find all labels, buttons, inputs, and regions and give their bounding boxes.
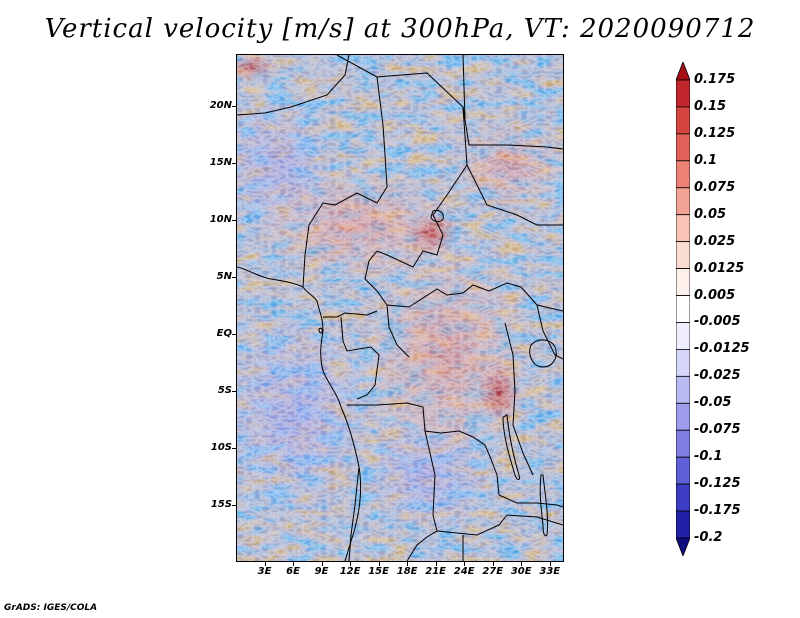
lat-tick-label: 5S bbox=[217, 385, 232, 397]
colorbar-top-arrow bbox=[676, 62, 690, 81]
lon-tick-mark bbox=[464, 562, 466, 566]
colorbar-segment bbox=[676, 133, 690, 162]
colorbar-level-label: -0.125 bbox=[694, 476, 741, 492]
lat-tick-mark bbox=[232, 448, 236, 450]
field-streaks bbox=[237, 55, 563, 561]
colorbar-segment bbox=[676, 79, 690, 108]
lat-tick-mark bbox=[232, 106, 236, 108]
colorbar-segment bbox=[676, 322, 690, 350]
colorbar-level-label: -0.025 bbox=[694, 368, 741, 384]
lon-tick-mark bbox=[350, 562, 352, 566]
colorbar-segment bbox=[676, 375, 690, 404]
grads-credit: GrADS: IGES/COLA bbox=[4, 603, 98, 613]
coastlines-borders bbox=[237, 55, 563, 561]
map-panel bbox=[236, 54, 564, 562]
lon-tick-label: 30E bbox=[510, 566, 532, 577]
colorbar-level-label: -0.175 bbox=[694, 503, 741, 519]
lon-tick-mark bbox=[549, 562, 551, 566]
lon-tick-label: 21E bbox=[425, 566, 447, 577]
lat-tick-label: 15S bbox=[210, 499, 232, 511]
lon-tick-mark bbox=[321, 562, 323, 566]
lat-tick-mark bbox=[232, 505, 236, 507]
lat-tick-label: 10N bbox=[209, 214, 232, 226]
lat-tick-mark bbox=[232, 220, 236, 222]
colorbar-level-label: -0.075 bbox=[694, 422, 741, 438]
lon-tick-label: 6E bbox=[286, 566, 300, 577]
colorbar-segment bbox=[676, 268, 690, 296]
lat-tick-label: 10S bbox=[210, 442, 232, 454]
lon-tick-label: 33E bbox=[539, 566, 561, 577]
lat-tick-label: 15N bbox=[209, 157, 232, 169]
colorbar-level-label: -0.005 bbox=[694, 314, 741, 330]
colorbar-level-label: -0.0125 bbox=[694, 341, 750, 357]
lon-tick-mark bbox=[521, 562, 523, 566]
colorbar-segment bbox=[676, 483, 690, 512]
colorbar-level-label: 0.15 bbox=[694, 98, 727, 114]
lat-tick-mark bbox=[232, 277, 236, 279]
lat-tick-label: 20N bbox=[209, 100, 232, 112]
colorbar-level-label: 0.005 bbox=[694, 287, 736, 303]
colorbar-segment bbox=[676, 214, 690, 243]
lon-tick-label: 9E bbox=[314, 566, 329, 577]
colorbar-level-label: 0.025 bbox=[694, 233, 736, 249]
colorbar-level-label: 0.075 bbox=[694, 179, 736, 195]
colorbar-level-label: 0.175 bbox=[694, 72, 736, 87]
lon-tick-mark bbox=[378, 562, 380, 566]
lon-tick-mark bbox=[492, 562, 494, 566]
colorbar-bottom-arrow bbox=[676, 537, 690, 556]
lon-tick-mark bbox=[407, 562, 409, 566]
colorbar-segment bbox=[676, 456, 690, 485]
velocity-field-map bbox=[237, 55, 563, 561]
lon-tick-label: 12E bbox=[339, 566, 361, 577]
colorbar-segment bbox=[676, 241, 690, 269]
colorbar-segment bbox=[676, 510, 690, 539]
colorbar-segment bbox=[676, 402, 690, 431]
colorbar-level-label: 0.125 bbox=[694, 125, 736, 141]
colorbar-level-label: -0.2 bbox=[694, 530, 723, 545]
colorbar-segment bbox=[676, 429, 690, 458]
colorbar-segment bbox=[676, 160, 690, 189]
colorbar bbox=[676, 62, 690, 556]
lat-tick-mark bbox=[232, 391, 236, 393]
lon-tick-mark bbox=[293, 562, 295, 566]
colorbar-level-label: 0.05 bbox=[694, 206, 727, 222]
colorbar-level-label: -0.05 bbox=[694, 395, 732, 411]
lat-tick-label: EQ bbox=[216, 328, 232, 340]
colorbar-segment bbox=[676, 295, 690, 323]
lon-tick-label: 27E bbox=[482, 566, 504, 577]
lon-tick-label: 3E bbox=[257, 566, 272, 577]
lat-tick-mark bbox=[232, 163, 236, 165]
colorbar-segment bbox=[676, 349, 690, 377]
chart-title: Vertical velocity [m/s] at 300hPa, VT: 2… bbox=[44, 14, 756, 44]
colorbar-level-label: -0.1 bbox=[694, 449, 723, 465]
colorbar-segment bbox=[676, 106, 690, 135]
lon-tick-mark bbox=[435, 562, 437, 566]
colorbar-level-label: 0.1 bbox=[694, 152, 718, 168]
colorbar-level-label: 0.0125 bbox=[694, 260, 745, 276]
lon-tick-label: 24E bbox=[453, 566, 475, 577]
lat-tick-mark bbox=[232, 334, 236, 336]
lat-tick-label: 5N bbox=[216, 271, 232, 283]
lon-tick-mark bbox=[264, 562, 266, 566]
lon-tick-label: 18E bbox=[396, 566, 418, 577]
lon-tick-label: 15E bbox=[368, 566, 389, 577]
colorbar-segment bbox=[676, 187, 690, 216]
